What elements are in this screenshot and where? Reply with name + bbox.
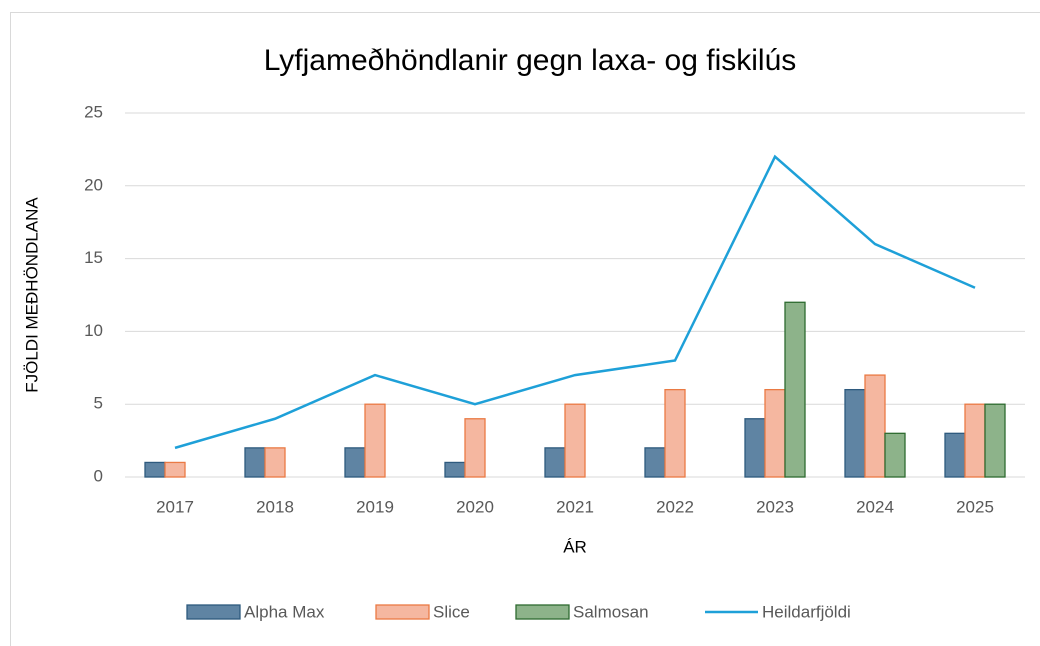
bar bbox=[884, 432, 906, 478]
x-tick-label: 2017 bbox=[156, 497, 194, 516]
bar bbox=[144, 461, 166, 478]
legend-label: Heildarfjöldi bbox=[762, 602, 851, 621]
bar bbox=[784, 301, 806, 478]
chart-title: Lyfjameðhöndlanir gegn laxa- og fiskilús bbox=[264, 44, 797, 77]
bar bbox=[644, 447, 666, 478]
bar bbox=[664, 388, 686, 478]
bar bbox=[244, 447, 266, 478]
bar bbox=[344, 447, 366, 478]
legend-label: Alpha Max bbox=[244, 602, 325, 621]
bar bbox=[964, 403, 986, 478]
x-tick-label: 2019 bbox=[356, 497, 394, 516]
bar bbox=[984, 403, 1006, 478]
bar bbox=[444, 461, 466, 478]
y-tick-label: 5 bbox=[94, 394, 103, 413]
bar bbox=[844, 388, 866, 478]
chart-frame bbox=[10, 12, 1040, 646]
x-tick-label: 2023 bbox=[756, 497, 794, 516]
bar bbox=[944, 432, 966, 478]
bar bbox=[264, 447, 286, 478]
legend-swatch bbox=[375, 604, 430, 620]
bar bbox=[864, 374, 886, 478]
bar bbox=[544, 447, 566, 478]
legend-swatch bbox=[186, 604, 241, 620]
x-tick-label: 2022 bbox=[656, 497, 694, 516]
x-tick-label: 2018 bbox=[256, 497, 294, 516]
bar bbox=[464, 418, 486, 478]
legend-label: Salmosan bbox=[573, 602, 649, 621]
bar bbox=[744, 418, 766, 478]
y-axis-title: FJÖLDI MEÐHÖNDLANA bbox=[22, 197, 41, 393]
x-tick-label: 2024 bbox=[856, 497, 894, 516]
y-tick-label: 10 bbox=[84, 321, 103, 340]
x-tick-label: 2025 bbox=[956, 497, 994, 516]
y-tick-label: 0 bbox=[94, 466, 103, 485]
line bbox=[174, 154, 976, 450]
bar bbox=[764, 388, 786, 478]
y-tick-label: 25 bbox=[84, 102, 103, 121]
y-tick-label: 20 bbox=[84, 175, 103, 194]
y-tick-label: 15 bbox=[84, 248, 103, 267]
bar bbox=[364, 403, 386, 478]
x-tick-label: 2021 bbox=[556, 497, 594, 516]
x-axis-title: ÁR bbox=[563, 537, 587, 556]
x-tick-label: 2020 bbox=[456, 497, 494, 516]
legend-label: Slice bbox=[433, 602, 470, 621]
bar bbox=[564, 403, 586, 478]
legend-swatch bbox=[515, 604, 570, 620]
bar bbox=[164, 461, 186, 478]
